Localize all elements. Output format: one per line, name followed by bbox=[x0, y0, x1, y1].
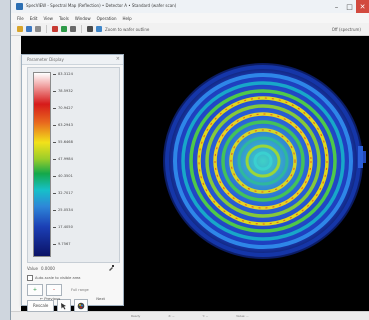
status-y: Y: -- bbox=[202, 314, 209, 318]
color-scale: 83.3124 78.5932 70.9427 63.2943 55.6468 … bbox=[27, 67, 120, 263]
scale-label: 78.5932 bbox=[58, 89, 73, 93]
open-folder-icon[interactable] bbox=[17, 26, 23, 32]
scale-tick: 55.6468 bbox=[53, 140, 73, 144]
auto-scale-label: Auto-scale to visible area bbox=[35, 276, 81, 280]
rescale-button[interactable]: Rescale bbox=[27, 299, 55, 312]
status-x: X: -- bbox=[168, 314, 175, 318]
spectrum-dropdown[interactable]: Off (spectrum) bbox=[331, 26, 361, 32]
scale-tick: 40.3501 bbox=[53, 174, 73, 178]
action-row: Rescale bbox=[27, 299, 89, 312]
scale-label: 25.0534 bbox=[58, 208, 73, 212]
ring bbox=[181, 81, 345, 241]
minus-icon: – bbox=[52, 287, 56, 293]
scale-label: 47.9984 bbox=[58, 157, 73, 161]
app-icon bbox=[16, 3, 23, 10]
hotspot-speckles bbox=[198, 97, 328, 225]
wafer-heatmap[interactable] bbox=[157, 58, 369, 264]
scale-tick: 83.3124 bbox=[53, 72, 73, 76]
toolbar-separator bbox=[81, 25, 82, 33]
auto-scale-row: Auto-scale to visible area bbox=[27, 275, 81, 281]
wafer-notch bbox=[358, 146, 363, 168]
palette-icon bbox=[78, 302, 85, 309]
full-range-text[interactable]: Full range bbox=[71, 288, 89, 292]
settings-icon[interactable] bbox=[70, 26, 76, 32]
color-scale-ticks: 83.3124 78.5932 70.9427 63.2943 55.6468 … bbox=[53, 72, 97, 257]
panel-title: Parameter Display bbox=[27, 57, 64, 62]
status-value: Value: -- bbox=[236, 314, 249, 318]
auto-scale-checkbox[interactable] bbox=[27, 275, 33, 281]
toolbar: Zoom to wafer outline Off (spectrum) bbox=[11, 23, 369, 36]
ring bbox=[173, 73, 353, 249]
close-button[interactable]: ✕ bbox=[356, 0, 369, 13]
ring bbox=[205, 104, 321, 218]
menu-window[interactable]: Window bbox=[74, 15, 91, 21]
ring bbox=[189, 89, 337, 233]
scale-tick: 17.4050 bbox=[53, 225, 73, 229]
palette-tool-button[interactable] bbox=[74, 299, 89, 312]
scale-tick: 9.7567 bbox=[53, 242, 71, 246]
scale-label: 63.2943 bbox=[58, 123, 73, 127]
toolbar-separator bbox=[46, 25, 47, 33]
scale-label: 70.9427 bbox=[58, 106, 73, 110]
scale-controls-row: + – Full range bbox=[27, 284, 89, 296]
value-label: Value bbox=[27, 266, 38, 271]
window-title: SpecVIEW - Spectral Map (Reflection) • D… bbox=[26, 3, 177, 8]
play-icon[interactable] bbox=[61, 26, 67, 32]
scale-label: 55.6468 bbox=[58, 140, 73, 144]
pointer-tool-button[interactable] bbox=[57, 299, 72, 312]
cursor-icon[interactable] bbox=[87, 26, 93, 32]
previous-link[interactable]: ← Previous bbox=[39, 296, 61, 301]
menu-tools[interactable]: Tools bbox=[58, 15, 69, 21]
pointer-icon bbox=[61, 302, 67, 309]
panel-footer: ← Previous Next bbox=[22, 296, 123, 301]
title-bar: SpecVIEW - Spectral Map (Reflection) • D… bbox=[11, 0, 369, 14]
value-readout: 0.0000 bbox=[40, 266, 55, 271]
scale-label: 32.7017 bbox=[58, 191, 73, 195]
scale-tick: 78.5932 bbox=[53, 89, 73, 93]
scale-label: 17.4050 bbox=[58, 225, 73, 229]
panel-title-bar: Parameter Display × bbox=[22, 55, 123, 65]
color-scale-bar[interactable] bbox=[33, 72, 51, 257]
window-controls: – □ ✕ bbox=[330, 0, 369, 13]
panel-close-icon[interactable]: × bbox=[115, 56, 120, 62]
scale-tick: 63.2943 bbox=[53, 123, 73, 127]
value-row: Value 0.0000 bbox=[27, 266, 55, 271]
scale-tick: 70.9427 bbox=[53, 106, 73, 110]
stop-icon[interactable] bbox=[52, 26, 58, 32]
status-bar: Ready X: -- Y: -- Value: -- bbox=[11, 311, 369, 320]
print-icon[interactable] bbox=[35, 26, 41, 32]
menu-view[interactable]: View bbox=[43, 15, 53, 21]
scale-label: 40.3501 bbox=[58, 174, 73, 178]
zoom-icon[interactable] bbox=[96, 26, 102, 32]
scale-label: 9.7567 bbox=[58, 242, 71, 246]
scale-tick: 47.9984 bbox=[53, 157, 73, 161]
eyedropper-icon[interactable] bbox=[108, 265, 114, 271]
plus-icon: + bbox=[32, 287, 38, 293]
status-ready: Ready bbox=[131, 314, 141, 318]
menu-edit[interactable]: Edit bbox=[29, 15, 38, 21]
menu-help[interactable]: Help bbox=[122, 15, 132, 21]
decrease-button[interactable]: – bbox=[46, 284, 62, 296]
increase-button[interactable]: + bbox=[27, 284, 43, 296]
maximize-button[interactable]: □ bbox=[346, 2, 353, 11]
scale-tick: 25.0534 bbox=[53, 208, 73, 212]
next-link[interactable]: Next bbox=[96, 296, 106, 301]
ring bbox=[253, 151, 273, 171]
ring bbox=[237, 136, 289, 186]
minimize-button[interactable]: – bbox=[334, 2, 339, 11]
menu-operation[interactable]: Operation bbox=[96, 15, 117, 21]
scale-tick: 32.7017 bbox=[53, 191, 73, 195]
scale-label: 83.3124 bbox=[58, 72, 73, 76]
ring bbox=[245, 144, 281, 178]
save-icon[interactable] bbox=[26, 26, 32, 32]
wafer-notch-edge bbox=[363, 151, 366, 163]
menu-file[interactable]: File bbox=[17, 15, 24, 21]
ring bbox=[221, 120, 305, 202]
zoom-to-wafer-text[interactable]: Zoom to wafer outline bbox=[105, 26, 150, 32]
parameter-panel: Parameter Display × 83.3124 78.5932 70.9… bbox=[21, 54, 124, 312]
